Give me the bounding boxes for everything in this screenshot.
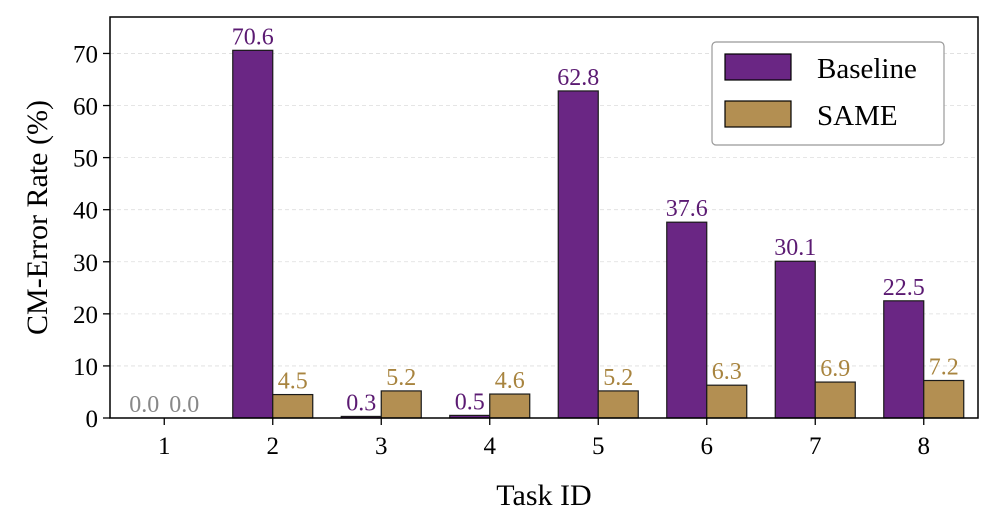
data-label-same: 5.2 xyxy=(386,365,416,391)
bar-same xyxy=(380,390,422,419)
data-label-baseline: 62.8 xyxy=(557,65,599,91)
x-tick-label: 1 xyxy=(158,433,171,460)
bar-baseline xyxy=(774,260,816,419)
y-tick-label: 10 xyxy=(73,354,98,381)
data-label-baseline: 0.0 xyxy=(129,392,159,418)
legend-swatch-same xyxy=(724,100,792,128)
legend-swatch-baseline xyxy=(724,53,792,81)
y-tick-label: 20 xyxy=(73,302,98,329)
y-tick-label: 40 xyxy=(73,198,98,225)
x-tick-label: 4 xyxy=(484,433,497,460)
bar-baseline xyxy=(557,90,599,419)
bar-same xyxy=(923,379,965,419)
bar-same xyxy=(706,384,748,419)
bar-baseline xyxy=(666,221,708,419)
x-tick-label: 3 xyxy=(375,433,388,460)
data-label-baseline: 37.6 xyxy=(666,196,708,222)
axis-ticks: 0 10 20 30 40 50 60 70 1 2 3 4 5 6 7 8 xyxy=(73,41,930,460)
bar-same xyxy=(814,381,856,419)
x-tick-label: 6 xyxy=(701,433,714,460)
bars xyxy=(232,49,965,419)
data-label-baseline: 30.1 xyxy=(774,235,816,261)
data-label-same: 7.2 xyxy=(929,355,959,381)
bar-baseline xyxy=(883,300,925,419)
data-label-same: 6.9 xyxy=(820,356,850,382)
data-label-baseline: 0.3 xyxy=(346,390,376,416)
y-tick-label: 70 xyxy=(73,41,98,68)
legend-label-same: SAME xyxy=(817,100,898,132)
bar-same xyxy=(597,390,639,419)
y-tick-label: 50 xyxy=(73,146,98,173)
data-label-same: 5.2 xyxy=(603,365,633,391)
data-labels: 0.0 70.6 0.3 0.5 62.8 37.6 30.1 22.5 0.0 4.5 5.2 4.… xyxy=(129,24,959,418)
x-tick-label: 7 xyxy=(809,433,822,460)
data-label-same: 4.5 xyxy=(278,369,308,395)
x-tick-label: 8 xyxy=(918,433,931,460)
x-axis-title: Task ID xyxy=(496,479,591,512)
legend-label-baseline: Baseline xyxy=(817,53,917,85)
plot-frame xyxy=(109,16,979,419)
y-tick-label: 30 xyxy=(73,250,98,277)
data-label-baseline: 70.6 xyxy=(232,24,274,50)
bar-baseline xyxy=(232,49,274,419)
data-label-baseline: 22.5 xyxy=(883,275,925,301)
bar-same xyxy=(272,393,314,419)
data-label-baseline: 0.5 xyxy=(455,389,485,415)
data-label-same: 0.0 xyxy=(169,392,199,418)
y-tick-label: 0 xyxy=(86,406,99,433)
bar-same xyxy=(489,393,531,419)
legend: Baseline SAME xyxy=(711,41,945,146)
x-tick-label: 2 xyxy=(267,433,280,460)
y-axis-title: CM-Error Rate (%) xyxy=(21,100,54,335)
x-tick-label: 5 xyxy=(592,433,605,460)
data-label-same: 6.3 xyxy=(712,359,742,385)
y-tick-label: 60 xyxy=(73,94,98,121)
data-label-same: 4.6 xyxy=(495,368,525,394)
